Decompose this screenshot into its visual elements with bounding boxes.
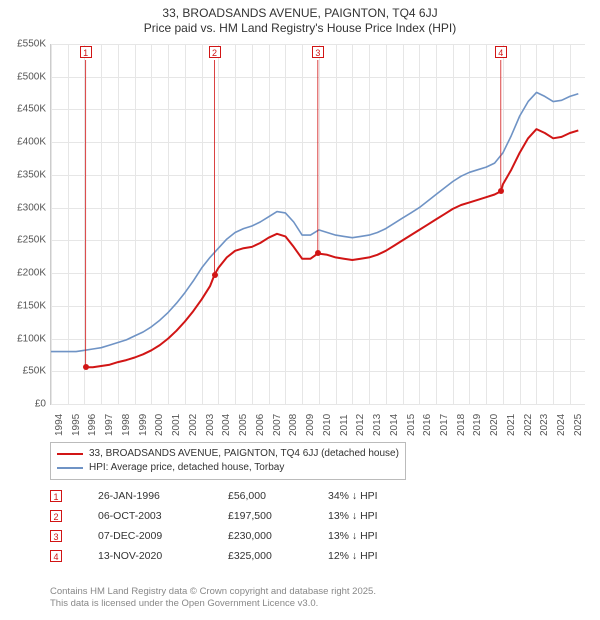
y-tick-label: £200K [0, 268, 46, 279]
x-tick-label: 2007 [272, 414, 283, 436]
sales-table-row: 4 13-NOV-2020£325,00012% ↓ HPI [50, 546, 448, 566]
sale-point [315, 250, 321, 256]
x-tick-label: 2025 [573, 414, 584, 436]
legend-swatch [57, 453, 83, 455]
legend-label: HPI: Average price, detached house, Torb… [89, 461, 284, 475]
y-tick-label: £0 [0, 399, 46, 410]
x-tick-label: 2016 [422, 414, 433, 436]
x-tick-label: 2009 [305, 414, 316, 436]
footer-attribution: Contains HM Land Registry data © Crown c… [50, 586, 376, 610]
sales-row-date: 26-JAN-1996 [98, 490, 228, 502]
x-tick-label: 2018 [456, 414, 467, 436]
y-tick-label: £500K [0, 71, 46, 82]
x-tick-label: 2013 [372, 414, 383, 436]
chart-container: 33, BROADSANDS AVENUE, PAIGNTON, TQ4 6JJ… [0, 0, 600, 620]
sales-row-price: £325,000 [228, 550, 328, 562]
chart-title: 33, BROADSANDS AVENUE, PAIGNTON, TQ4 6JJ… [0, 0, 600, 36]
sales-row-diff: 12% ↓ HPI [328, 550, 448, 562]
sales-row-marker: 3 [50, 530, 62, 542]
x-tick-label: 2012 [355, 414, 366, 436]
x-tick-label: 1996 [87, 414, 98, 436]
line-series [51, 44, 585, 404]
plot-area: 1 2 3 4 [50, 44, 585, 405]
sales-table-row: 1 26-JAN-1996£56,00034% ↓ HPI [50, 486, 448, 506]
sales-row-marker: 4 [50, 550, 62, 562]
sales-row-diff: 34% ↓ HPI [328, 490, 448, 502]
sales-row-diff: 13% ↓ HPI [328, 530, 448, 542]
x-tick-label: 2024 [556, 414, 567, 436]
y-tick-label: £450K [0, 104, 46, 115]
x-tick-label: 2003 [205, 414, 216, 436]
y-tick-label: £250K [0, 235, 46, 246]
x-tick-label: 1997 [104, 414, 115, 436]
sales-table: 1 26-JAN-1996£56,00034% ↓ HPI 2 06-OCT-2003… [50, 486, 448, 566]
legend: 33, BROADSANDS AVENUE, PAIGNTON, TQ4 6JJ… [50, 442, 406, 480]
sales-row-price: £230,000 [228, 530, 328, 542]
sale-point [212, 272, 218, 278]
sales-row-diff: 13% ↓ HPI [328, 510, 448, 522]
sale-marker-box: 4 [495, 46, 507, 58]
x-tick-label: 2001 [171, 414, 182, 436]
x-tick-label: 2020 [489, 414, 500, 436]
x-tick-label: 1999 [138, 414, 149, 436]
x-tick-label: 1998 [121, 414, 132, 436]
property-line [86, 129, 579, 367]
sale-marker-box: 2 [209, 46, 221, 58]
y-tick-label: £300K [0, 202, 46, 213]
sales-row-date: 06-OCT-2003 [98, 510, 228, 522]
legend-swatch [57, 467, 83, 469]
sales-row-price: £197,500 [228, 510, 328, 522]
title-line1: 33, BROADSANDS AVENUE, PAIGNTON, TQ4 6JJ [0, 6, 600, 21]
title-line2: Price paid vs. HM Land Registry's House … [0, 21, 600, 36]
x-tick-label: 2011 [339, 414, 350, 436]
sales-row-marker: 1 [50, 490, 62, 502]
x-tick-label: 2014 [389, 414, 400, 436]
sales-row-date: 13-NOV-2020 [98, 550, 228, 562]
y-tick-label: £100K [0, 333, 46, 344]
footer-line2: This data is licensed under the Open Gov… [50, 598, 376, 610]
sales-row-date: 07-DEC-2009 [98, 530, 228, 542]
y-tick-label: £350K [0, 169, 46, 180]
y-tick-label: £400K [0, 137, 46, 148]
x-tick-label: 2006 [255, 414, 266, 436]
hpi-line [51, 92, 578, 351]
y-tick-label: £50K [0, 366, 46, 377]
footer-line1: Contains HM Land Registry data © Crown c… [50, 586, 376, 598]
sales-table-row: 2 06-OCT-2003£197,50013% ↓ HPI [50, 506, 448, 526]
x-tick-label: 2000 [154, 414, 165, 436]
x-tick-label: 2005 [238, 414, 249, 436]
sales-row-price: £56,000 [228, 490, 328, 502]
sales-row-marker: 2 [50, 510, 62, 522]
legend-label: 33, BROADSANDS AVENUE, PAIGNTON, TQ4 6JJ… [89, 447, 399, 461]
x-tick-label: 2010 [322, 414, 333, 436]
sale-point [498, 188, 504, 194]
x-tick-label: 1995 [71, 414, 82, 436]
sale-marker-box: 1 [80, 46, 92, 58]
sale-point [83, 364, 89, 370]
x-tick-label: 1994 [54, 414, 65, 436]
x-tick-label: 2002 [188, 414, 199, 436]
y-tick-label: £150K [0, 300, 46, 311]
x-tick-label: 2021 [506, 414, 517, 436]
y-tick-label: £550K [0, 39, 46, 50]
x-tick-label: 2015 [406, 414, 417, 436]
legend-row: HPI: Average price, detached house, Torb… [57, 461, 399, 475]
sale-marker-box: 3 [312, 46, 324, 58]
x-tick-label: 2017 [439, 414, 450, 436]
x-tick-label: 2022 [523, 414, 534, 436]
x-tick-label: 2019 [472, 414, 483, 436]
sales-table-row: 3 07-DEC-2009£230,00013% ↓ HPI [50, 526, 448, 546]
legend-row: 33, BROADSANDS AVENUE, PAIGNTON, TQ4 6JJ… [57, 447, 399, 461]
x-tick-label: 2008 [288, 414, 299, 436]
x-tick-label: 2023 [539, 414, 550, 436]
x-tick-label: 2004 [221, 414, 232, 436]
